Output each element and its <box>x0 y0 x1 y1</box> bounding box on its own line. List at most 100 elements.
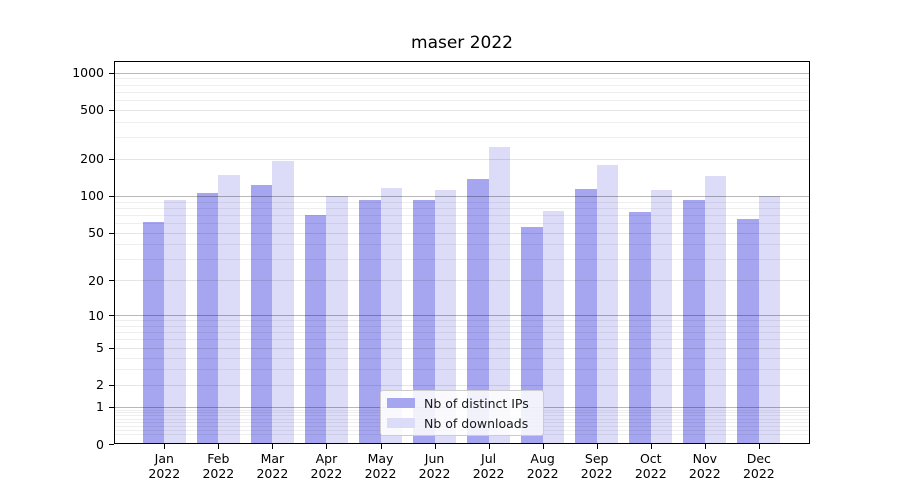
y-axis-tick-label-20: 20 <box>88 272 104 288</box>
legend-label-downloads: Nb of downloads <box>424 415 529 431</box>
x-axis-tick-mark <box>164 444 166 449</box>
gridline-80 <box>114 207 810 209</box>
y-axis-tick-mark <box>109 72 114 74</box>
bar-downloads-jan <box>164 199 186 444</box>
gridline-300 <box>114 137 810 139</box>
bar-distinct-ips-jun <box>413 200 435 444</box>
y-axis-tick-mark <box>109 444 114 445</box>
plot-area <box>114 61 810 444</box>
bar-distinct-ips-feb <box>196 192 219 444</box>
y-axis-tick-label-2: 2 <box>96 377 104 393</box>
gridline-100 <box>114 195 810 197</box>
y-axis-tick-label-50: 50 <box>88 225 104 241</box>
y-axis-tick-mark <box>109 232 114 234</box>
x-axis-tick-mark <box>596 444 598 449</box>
gridline-1000 <box>114 72 810 74</box>
gridline-400 <box>114 121 810 123</box>
bar-downloads-oct <box>650 189 673 444</box>
x-axis-tick-mark <box>704 444 706 449</box>
bar-downloads-aug <box>542 210 565 444</box>
y-axis-tick-mark <box>109 195 114 197</box>
bar-distinct-ips-oct <box>629 211 651 444</box>
bar-downloads-may <box>380 188 402 444</box>
x-axis-tick-label-jun: Jun 2022 <box>418 451 451 481</box>
chart-title: maser 2022 <box>411 33 513 53</box>
gridline-90 <box>114 201 810 203</box>
x-axis-tick-label-nov: Nov 2022 <box>688 451 721 481</box>
bar-downloads-feb <box>218 174 240 444</box>
gridline-40 <box>114 244 810 246</box>
gridline-30 <box>114 259 810 261</box>
legend-item-downloads: Nb of downloads <box>387 416 537 431</box>
bar-distinct-ips-jul <box>467 178 489 444</box>
x-axis-tick-label-jan: Jan 2022 <box>148 451 181 481</box>
bar-distinct-ips-apr <box>304 214 327 444</box>
bar-distinct-ips-dec <box>737 218 759 444</box>
y-axis-tick-mark <box>109 109 114 111</box>
gridline-9 <box>114 320 810 322</box>
x-axis-tick-mark <box>380 444 382 449</box>
gridline-700 <box>114 91 810 93</box>
x-axis-tick-label-sep: Sep 2022 <box>580 451 613 481</box>
bar-distinct-ips-mar <box>250 184 273 444</box>
x-axis-tick-mark <box>434 444 436 449</box>
gridline-600 <box>114 100 810 102</box>
bar-downloads-nov <box>704 176 727 444</box>
gridline-10 <box>114 315 810 317</box>
gridline-20 <box>114 280 810 282</box>
x-axis-tick-label-may: May 2022 <box>364 451 397 481</box>
gridline-60 <box>114 223 810 225</box>
legend-swatch-downloads <box>387 418 415 428</box>
y-axis-tick-mark <box>109 158 114 160</box>
x-axis-tick-label-apr: Apr 2022 <box>310 451 343 481</box>
gridline-70 <box>114 214 810 216</box>
bar-distinct-ips-may <box>359 199 381 444</box>
bar-downloads-dec <box>758 195 781 444</box>
gridline-50 <box>114 232 810 234</box>
bar-downloads-jun <box>434 189 457 444</box>
x-axis-tick-mark <box>758 444 760 449</box>
bar-distinct-ips-nov <box>683 199 705 444</box>
x-axis-tick-label-oct: Oct 2022 <box>634 451 667 481</box>
x-axis-tick-mark <box>326 444 328 449</box>
gridline-2 <box>114 384 810 386</box>
gridline-200 <box>114 158 810 160</box>
y-axis-tick-label-1: 1 <box>96 399 104 415</box>
legend: Nb of distinct IPs Nb of downloads <box>380 390 544 436</box>
bar-distinct-ips-jan <box>142 222 165 444</box>
y-axis-tick-label-500: 500 <box>80 102 104 118</box>
gridline-500 <box>114 109 810 111</box>
bar-distinct-ips-aug <box>521 226 543 444</box>
gridline-8 <box>114 325 810 327</box>
x-axis-tick-label-mar: Mar 2022 <box>256 451 289 481</box>
gridline-800 <box>114 84 810 86</box>
x-axis-tick-label-jul: Jul 2022 <box>472 451 505 481</box>
gridline-3 <box>114 369 810 371</box>
gridline-7 <box>114 332 810 334</box>
gridline-900 <box>114 78 810 80</box>
x-axis-tick-label-feb: Feb 2022 <box>202 451 235 481</box>
bars-layer <box>114 61 810 444</box>
y-axis-tick-label-100: 100 <box>80 188 104 204</box>
y-axis-tick-label-1000: 1000 <box>72 65 104 81</box>
y-axis-tick-mark <box>109 315 114 317</box>
y-axis-tick-mark <box>109 280 114 282</box>
bar-downloads-apr <box>326 195 348 444</box>
x-axis-tick-mark <box>272 444 274 449</box>
y-axis-tick-label-200: 200 <box>80 151 104 167</box>
x-axis-tick-mark <box>488 444 490 449</box>
y-axis-tick-label-10: 10 <box>88 307 104 323</box>
bar-distinct-ips-sep <box>575 189 597 444</box>
x-axis-tick-label-dec: Dec 2022 <box>742 451 775 481</box>
legend-item-distinct-ips: Nb of distinct IPs <box>387 396 537 411</box>
legend-label-distinct-ips: Nb of distinct IPs <box>424 395 529 411</box>
bar-downloads-sep <box>596 164 619 444</box>
y-axis-tick-label-0: 0 <box>96 436 104 452</box>
x-axis-tick-mark <box>218 444 220 449</box>
bar-downloads-mar <box>272 160 294 444</box>
gridline-6 <box>114 339 810 341</box>
gridline-5 <box>114 347 810 349</box>
y-axis-tick-mark <box>109 406 114 408</box>
bar-downloads-jul <box>488 146 511 444</box>
